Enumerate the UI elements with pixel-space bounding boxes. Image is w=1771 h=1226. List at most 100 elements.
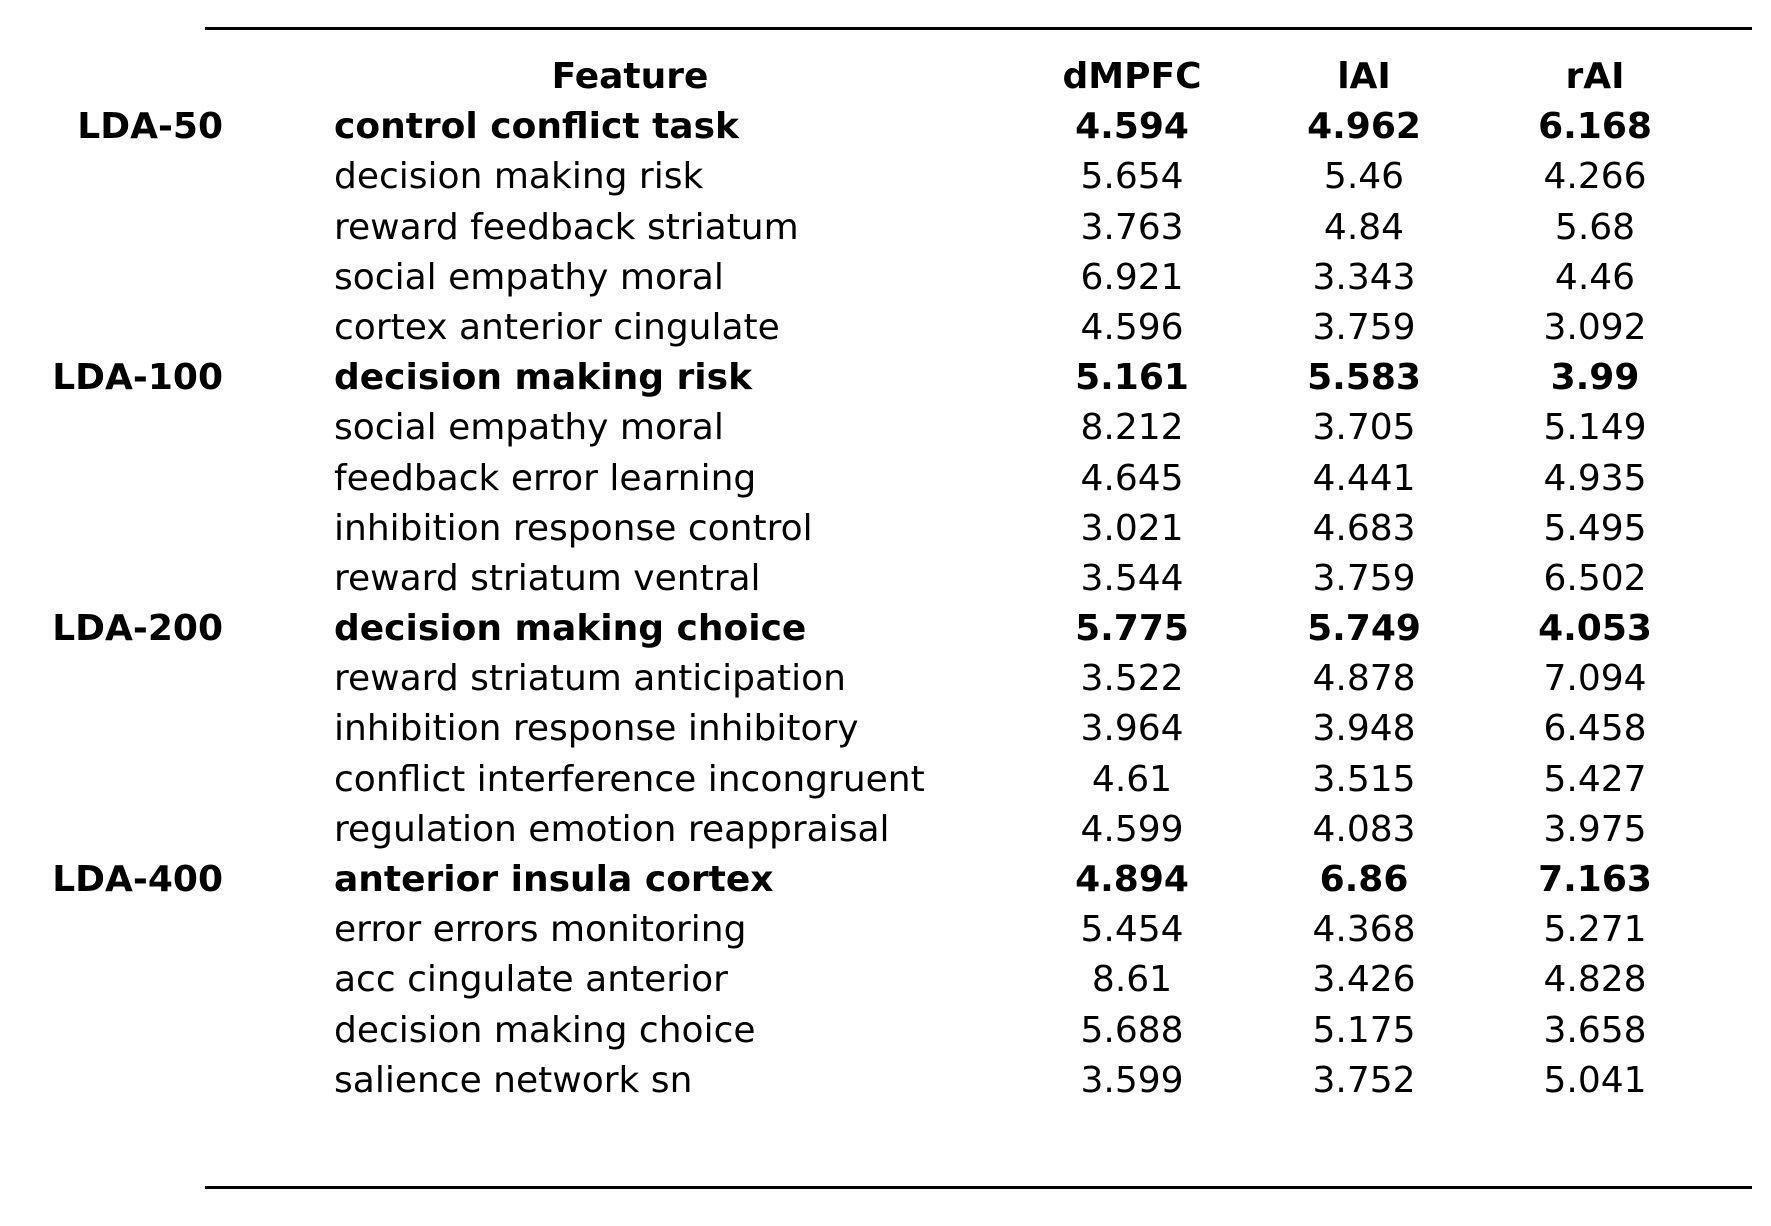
table-row: reward striatum ventral 3.544 3.759 6.502 <box>0 554 1771 604</box>
feature-cell: conflict interference incongruent <box>334 758 925 800</box>
header-dmpfc: dMPFC <box>1062 56 1202 97</box>
group-label: LDA-100 <box>52 357 223 399</box>
header-lai: lAI <box>1337 56 1391 97</box>
lai-cell: 3.752 <box>1312 1059 1416 1101</box>
lai-cell: 3.515 <box>1312 758 1416 800</box>
feature-cell: inhibition response inhibitory <box>334 708 859 750</box>
feature-cell: reward striatum anticipation <box>334 658 846 700</box>
header-feature: Feature <box>551 56 709 97</box>
rai-cell: 6.458 <box>1543 708 1647 750</box>
table-bottom-rule <box>205 1186 1752 1189</box>
lai-cell: 4.683 <box>1312 507 1416 549</box>
feature-cell: regulation emotion reappraisal <box>334 808 890 850</box>
lai-cell: 6.86 <box>1319 859 1409 900</box>
rai-cell: 4.053 <box>1538 608 1652 650</box>
table-row: error errors monitoring 5.454 4.368 5.271 <box>0 905 1771 955</box>
lai-cell: 5.583 <box>1307 357 1421 399</box>
table-row: reward striatum anticipation 3.522 4.878 7.… <box>0 654 1771 704</box>
lai-cell: 3.705 <box>1312 407 1416 449</box>
table-row: acc cingulate anterior 8.61 3.426 4.828 <box>0 955 1771 1005</box>
group-label: LDA-50 <box>77 106 223 148</box>
table-row: LDA-100 decision making risk 5.161 5.583 3.9… <box>0 353 1771 403</box>
lai-cell: 5.46 <box>1323 156 1405 198</box>
table-row: feedback error learning 4.645 4.441 4.935 <box>0 454 1771 504</box>
dmpfc-cell: 3.544 <box>1080 557 1184 599</box>
lai-cell: 5.749 <box>1307 608 1421 650</box>
lai-cell: 4.441 <box>1312 457 1416 499</box>
rai-cell: 5.149 <box>1543 407 1647 449</box>
table-top-rule <box>205 27 1752 30</box>
table-row: social empathy moral 6.921 3.343 4.46 <box>0 253 1771 303</box>
dmpfc-cell: 4.61 <box>1091 758 1173 800</box>
dmpfc-cell: 5.161 <box>1075 357 1189 399</box>
feature-cell: control conflict task <box>334 106 739 148</box>
rai-cell: 5.271 <box>1543 909 1647 951</box>
dmpfc-cell: 5.775 <box>1075 608 1189 650</box>
feature-cell: decision making choice <box>334 1009 756 1051</box>
feature-cell: cortex anterior cingulate <box>334 306 780 348</box>
dmpfc-cell: 3.021 <box>1080 507 1184 549</box>
lai-cell: 3.759 <box>1312 557 1416 599</box>
lai-cell: 4.083 <box>1312 808 1416 850</box>
table-row: LDA-50 control conflict task 4.594 4.962 6.1… <box>0 102 1771 152</box>
lai-cell: 3.759 <box>1312 306 1416 348</box>
dmpfc-cell: 4.599 <box>1080 808 1184 850</box>
rai-cell: 5.041 <box>1543 1059 1647 1101</box>
table-row: LDA-400 anterior insula cortex 4.894 6.86 7.… <box>0 855 1771 905</box>
table-row: decision making risk 5.654 5.46 4.266 <box>0 152 1771 202</box>
lai-cell: 4.368 <box>1312 909 1416 951</box>
dmpfc-cell: 4.596 <box>1080 306 1184 348</box>
rai-cell: 3.975 <box>1543 808 1647 850</box>
dmpfc-cell: 4.645 <box>1080 457 1184 499</box>
rai-cell: 4.46 <box>1554 256 1636 298</box>
lai-cell: 5.175 <box>1312 1009 1416 1051</box>
dmpfc-cell: 3.522 <box>1080 658 1184 700</box>
table-row: inhibition response control 3.021 4.683 5.4… <box>0 504 1771 554</box>
feature-cell: salience network sn <box>334 1059 693 1101</box>
feature-cell: social empathy moral <box>334 256 724 298</box>
feature-cell: error errors monitoring <box>334 909 747 951</box>
group-label: LDA-400 <box>52 859 223 900</box>
group-label: LDA-200 <box>52 608 223 650</box>
table-row: regulation emotion reappraisal 4.599 4.083… <box>0 805 1771 855</box>
table-row: reward feedback striatum 3.763 4.84 5.68 <box>0 203 1771 253</box>
table-row: social empathy moral 8.212 3.705 5.149 <box>0 403 1771 453</box>
rai-cell: 6.502 <box>1543 557 1647 599</box>
dmpfc-cell: 8.61 <box>1091 959 1173 1001</box>
rai-cell: 3.658 <box>1543 1009 1647 1051</box>
dmpfc-cell: 5.454 <box>1080 909 1184 951</box>
rai-cell: 5.68 <box>1554 206 1636 248</box>
table-row: conflict interference incongruent 4.61 3.5… <box>0 755 1771 805</box>
feature-cell: acc cingulate anterior <box>334 959 728 1001</box>
feature-cell: decision making risk <box>334 156 704 198</box>
feature-cell: reward striatum ventral <box>334 557 761 599</box>
table-row: inhibition response inhibitory 3.964 3.948… <box>0 704 1771 754</box>
rai-cell: 5.495 <box>1543 507 1647 549</box>
lai-cell: 4.84 <box>1323 206 1405 248</box>
lai-cell: 3.343 <box>1312 256 1416 298</box>
dmpfc-cell: 5.688 <box>1080 1009 1184 1051</box>
feature-cell: feedback error learning <box>334 457 757 499</box>
dmpfc-cell: 3.599 <box>1080 1059 1184 1101</box>
lai-cell: 3.426 <box>1312 959 1416 1001</box>
lai-cell: 3.948 <box>1312 708 1416 750</box>
dmpfc-cell: 3.763 <box>1080 206 1184 248</box>
dmpfc-cell: 5.654 <box>1080 156 1184 198</box>
rai-cell: 6.168 <box>1538 106 1652 148</box>
table-row: cortex anterior cingulate 4.596 3.759 3.092 <box>0 303 1771 353</box>
feature-cell: anterior insula cortex <box>334 859 774 900</box>
rai-cell: 5.427 <box>1543 758 1647 800</box>
rai-cell: 4.828 <box>1543 959 1647 1001</box>
feature-cell: social empathy moral <box>334 407 724 449</box>
dmpfc-cell: 4.594 <box>1075 106 1189 148</box>
header-rai: rAI <box>1565 56 1625 97</box>
results-table: Feature dMPFC lAI rAI LDA-50 control conf… <box>0 52 1771 1106</box>
table-header-row: Feature dMPFC lAI rAI <box>0 52 1771 102</box>
dmpfc-cell: 8.212 <box>1080 407 1184 449</box>
feature-cell: decision making choice <box>334 608 807 650</box>
lai-cell: 4.962 <box>1307 106 1421 148</box>
table-row: salience network sn 3.599 3.752 5.041 <box>0 1056 1771 1106</box>
lai-cell: 4.878 <box>1312 658 1416 700</box>
rai-cell: 3.99 <box>1550 357 1640 399</box>
rai-cell: 7.163 <box>1538 859 1652 900</box>
